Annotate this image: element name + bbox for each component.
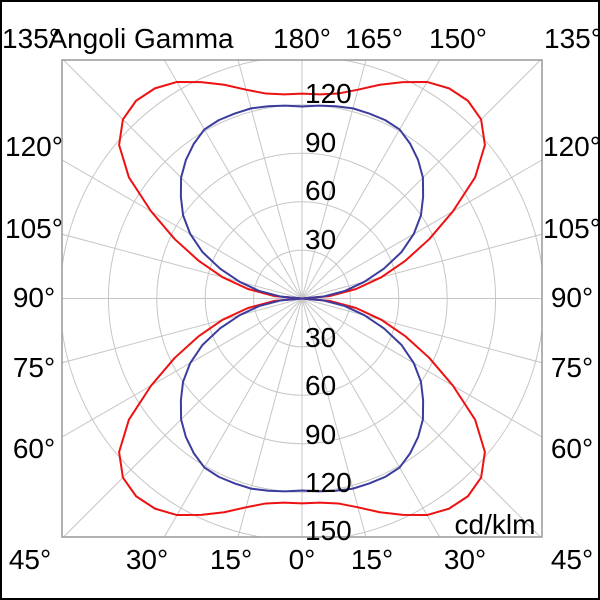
gamma-label-left-2: 90°	[12, 282, 56, 313]
gamma-label-bottom-5: 30°	[443, 544, 487, 575]
radial-tick-lower-4: 150	[305, 515, 352, 547]
gamma-label-top-1: 180°	[273, 23, 331, 54]
radial-tick-lower-0: 30	[305, 321, 337, 353]
gamma-label-right-3: 75°	[550, 352, 594, 383]
radial-tick-lower-2: 90	[305, 418, 337, 450]
radial-tick-upper-2: 60	[305, 175, 337, 207]
gamma-label-left-1: 105°	[5, 213, 63, 244]
gamma-label-left-3: 75°	[12, 352, 56, 383]
radial-tick-upper-3: 30	[305, 223, 337, 255]
unit-label: cd/klm	[454, 509, 536, 540]
gamma-label-top-0: 135°	[2, 23, 60, 54]
gamma-label-top-3: 150°	[429, 23, 487, 54]
gamma-label-top-4: 135°	[544, 23, 600, 54]
gamma-label-bottom-3: 0°	[288, 544, 316, 575]
gamma-label-left-4: 60°	[12, 433, 56, 464]
gamma-label-bottom-1: 30°	[125, 544, 169, 575]
curve_blue	[179, 104, 425, 493]
gamma-label-top-2: 165°	[345, 23, 403, 54]
gamma-label-right-2: 90°	[550, 282, 594, 313]
gamma-label-bottom-6: 45°	[550, 544, 594, 575]
gamma-label-bottom-0: 45°	[8, 544, 52, 575]
gamma-label-bottom-2: 15°	[209, 544, 253, 575]
gamma-label-right-0: 120°	[543, 131, 600, 162]
radial-tick-upper-0: 120	[305, 78, 352, 110]
gamma-label-left-0: 120°	[5, 131, 63, 162]
gamma-label-bottom-4: 15°	[350, 544, 394, 575]
radial-tick-upper-1: 90	[305, 126, 337, 158]
radial-tick-lower-3: 120	[305, 467, 352, 499]
chart-title: Angoli Gamma	[48, 23, 234, 54]
gamma-label-right-4: 60°	[550, 433, 594, 464]
curve_red	[118, 80, 486, 517]
radial-tick-lower-1: 60	[305, 370, 337, 402]
gamma-label-right-1: 105°	[543, 213, 600, 244]
